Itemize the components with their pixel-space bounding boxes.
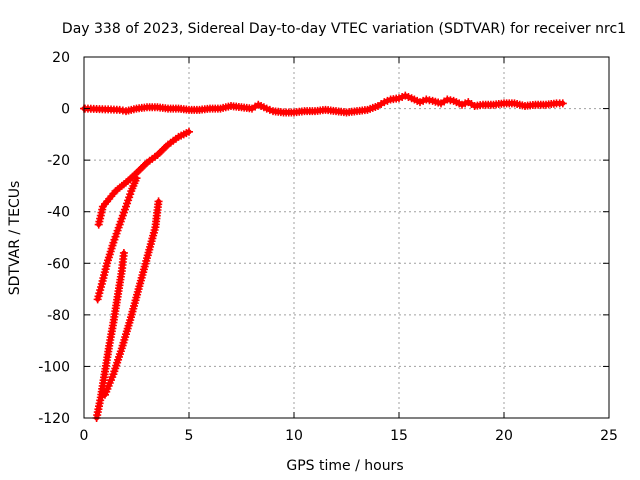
y-tick-label: -80	[47, 308, 70, 324]
y-tick-label: -20	[47, 153, 70, 169]
grid-lines	[84, 57, 609, 418]
chart-title: Day 338 of 2023, Sidereal Day-to-day VTE…	[62, 21, 626, 37]
series-arc-low-b	[101, 197, 163, 399]
x-tick-label: 15	[390, 428, 408, 444]
x-tick-label: 5	[185, 428, 194, 444]
series-arc-low-a	[92, 248, 128, 422]
data-points	[80, 91, 567, 422]
data-point	[185, 127, 193, 136]
y-tick-label: -40	[47, 205, 70, 221]
y-axis-label: SDTVAR / TECUs	[7, 181, 23, 296]
y-tick-label: -120	[38, 411, 70, 427]
x-tick-label: 20	[495, 428, 513, 444]
data-point	[132, 174, 141, 183]
data-point	[119, 248, 128, 257]
y-tick-label: -60	[47, 256, 70, 272]
data-point	[154, 197, 163, 206]
y-tick-label: 20	[52, 50, 70, 66]
series-arc-mid	[93, 174, 141, 304]
y-tick-label: -100	[38, 359, 70, 375]
x-tick-label: 10	[285, 428, 303, 444]
data-point	[558, 99, 567, 108]
axis-ticks: 0 5 10 15 20 25 20 0 -20 -40 -60 -80 -100 -120	[38, 50, 618, 444]
x-tick-label: 25	[600, 428, 618, 444]
series-main-baseline	[80, 91, 567, 117]
x-tick-label: 0	[80, 428, 89, 444]
y-tick-label: 0	[61, 102, 70, 118]
x-axis-label: GPS time / hours	[286, 458, 403, 474]
series-arc-upper	[94, 127, 193, 229]
plot-frame	[83, 56, 610, 419]
